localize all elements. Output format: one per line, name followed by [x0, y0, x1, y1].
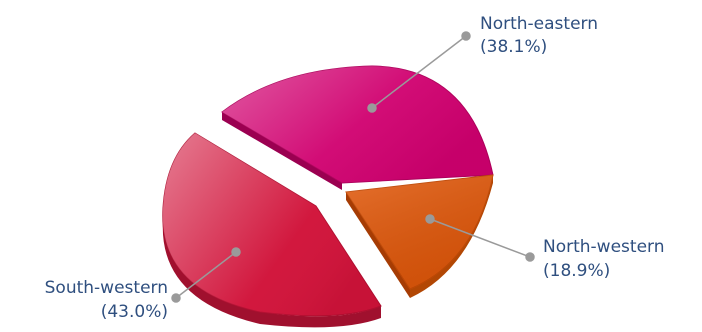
- slice-south-western-gloss: [162, 133, 381, 316]
- slice-north-western-gloss: [346, 175, 493, 289]
- label-north-eastern: North-eastern: [480, 14, 598, 34]
- leader-south-western: [175, 251, 237, 299]
- leader-dot-north-eastern-inner: [367, 103, 377, 113]
- slice-side-north-western: [346, 192, 410, 298]
- label-south-western-pct: (43.0%): [101, 302, 168, 322]
- label-north-western-pct: (18.9%): [543, 261, 610, 281]
- leader-dot-south-western-inner: [231, 247, 241, 257]
- slice-north-eastern-gloss: [222, 66, 493, 183]
- leader-dot-north-western-inner: [425, 214, 435, 224]
- leader-dot-north-western-outer: [525, 252, 535, 262]
- leader-dot-south-western-outer: [171, 293, 181, 303]
- slice-side-south-western: [162, 208, 381, 328]
- leader-north-eastern: [371, 35, 467, 109]
- slice-side-north-eastern: [222, 112, 342, 190]
- label-north-eastern-pct: (38.1%): [480, 37, 547, 57]
- leader-north-western: [429, 218, 531, 258]
- label-north-western: North-western: [543, 237, 665, 257]
- leader-dot-north-eastern-outer: [461, 31, 471, 41]
- label-south-western: South-western: [45, 278, 168, 298]
